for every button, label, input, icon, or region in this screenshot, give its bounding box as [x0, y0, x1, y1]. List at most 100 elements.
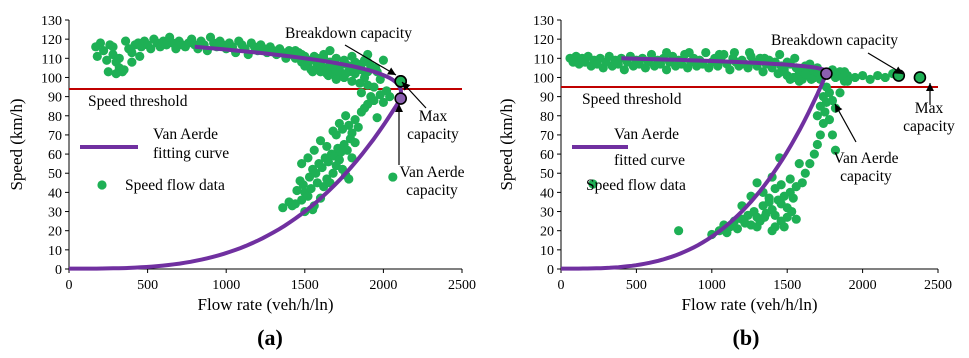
data-point — [865, 74, 875, 84]
y-tick-label: 80 — [48, 110, 62, 125]
data-point — [347, 76, 357, 86]
data-point — [322, 141, 332, 152]
y-axis-label: Speed (km/h) — [7, 98, 26, 190]
data-point — [334, 155, 344, 165]
y-tick-label: 130 — [41, 14, 62, 29]
data-point — [146, 44, 156, 54]
y-tick-label: 60 — [540, 148, 554, 163]
data-point — [328, 126, 338, 136]
data-point — [135, 51, 145, 61]
data-point — [119, 65, 129, 75]
capacity-marker — [820, 67, 833, 80]
data-point — [767, 226, 777, 236]
data-point — [297, 159, 307, 169]
chart-panel-b: 0 500 1000 1500 2000 2500 0 10 20 30 40 50 60 70 80 90 1… — [497, 14, 955, 350]
data-point — [347, 153, 357, 163]
data-point — [95, 38, 106, 48]
y-tick-label: 110 — [534, 52, 554, 67]
data-point — [791, 214, 801, 224]
x-tick-label: 2000 — [849, 278, 877, 293]
data-point — [328, 168, 338, 178]
annotation-text: Van Aerde — [400, 164, 465, 181]
speed-threshold-label: Speed threshold — [582, 91, 682, 108]
y-tick-label: 10 — [540, 244, 554, 259]
legend-data-label: Speed flow data — [586, 177, 686, 194]
annotation-text: capacity — [406, 182, 458, 199]
x-tick-label: 1000 — [212, 278, 240, 293]
data-point — [818, 92, 828, 102]
data-point — [315, 136, 326, 146]
data-point — [812, 139, 822, 150]
annotation-text: Van Aerde — [834, 150, 899, 167]
data-point — [388, 172, 398, 182]
data-point — [347, 128, 357, 138]
data-point — [355, 78, 365, 88]
data-point — [342, 145, 352, 155]
data-point — [776, 180, 786, 190]
data-point — [815, 101, 825, 111]
data-point — [341, 111, 351, 121]
y-tick-label: 20 — [540, 225, 554, 240]
arrow-head — [395, 104, 403, 112]
x-tick-label: 1000 — [698, 278, 726, 293]
x-tick-label: 500 — [137, 278, 158, 293]
y-tick-label: 120 — [41, 33, 62, 48]
y-tick-label: 30 — [540, 206, 554, 221]
panel-label: (a) — [257, 325, 283, 350]
data-point — [732, 224, 743, 234]
capacity-marker — [394, 92, 407, 105]
y-tick-label: 90 — [540, 91, 554, 106]
panel-label: (b) — [733, 325, 760, 350]
legend-data-label: Speed flow data — [125, 177, 225, 194]
data-point — [815, 130, 825, 140]
y-tick-label: 100 — [41, 71, 62, 86]
data-point — [759, 53, 770, 63]
data-point — [103, 67, 113, 77]
data-point — [372, 113, 382, 123]
data-point — [744, 47, 755, 58]
legend-curve-label: fitting curve — [153, 145, 229, 162]
annotation-text: capacity — [407, 126, 459, 143]
data-point — [298, 180, 308, 190]
data-point — [842, 76, 853, 86]
data-point — [775, 49, 785, 60]
x-axis-label: Flow rate (veh/h/ln) — [682, 295, 818, 314]
data-point — [111, 69, 121, 79]
data-point — [287, 201, 297, 211]
data-point — [353, 122, 363, 132]
legend-data-swatch — [97, 180, 107, 190]
data-point — [827, 130, 838, 140]
data-point — [725, 65, 735, 75]
annotation-text: Breakdown capacity — [771, 32, 898, 49]
arrow-head — [926, 83, 934, 91]
x-tick-label: 1500 — [773, 278, 801, 293]
data-point — [306, 65, 316, 75]
data-point — [785, 174, 795, 184]
arrow-head — [894, 66, 903, 74]
data-point — [779, 67, 789, 77]
capacity-marker — [913, 71, 927, 84]
data-point — [770, 210, 780, 220]
van-aerde-curve — [561, 56, 829, 271]
data-point — [794, 159, 804, 169]
data-point — [661, 47, 672, 58]
data-point — [350, 137, 360, 148]
data-point — [800, 168, 810, 178]
y-tick-label: 50 — [540, 167, 554, 182]
data-point — [764, 193, 774, 203]
legend-data-swatch — [588, 179, 598, 189]
y-tick-label: 50 — [48, 167, 62, 182]
data-point — [322, 69, 332, 79]
x-tick-label: 0 — [558, 278, 565, 293]
data-point — [858, 70, 868, 81]
data-point — [661, 65, 672, 75]
x-axis-label: Flow rate (veh/h/ln) — [198, 295, 334, 314]
data-point — [311, 168, 321, 178]
data-point — [729, 47, 740, 58]
y-tick-label: 30 — [48, 206, 62, 221]
data-point — [873, 70, 883, 81]
data-point — [290, 46, 300, 56]
data-point — [827, 95, 838, 106]
annotation-text: Max — [419, 108, 448, 125]
